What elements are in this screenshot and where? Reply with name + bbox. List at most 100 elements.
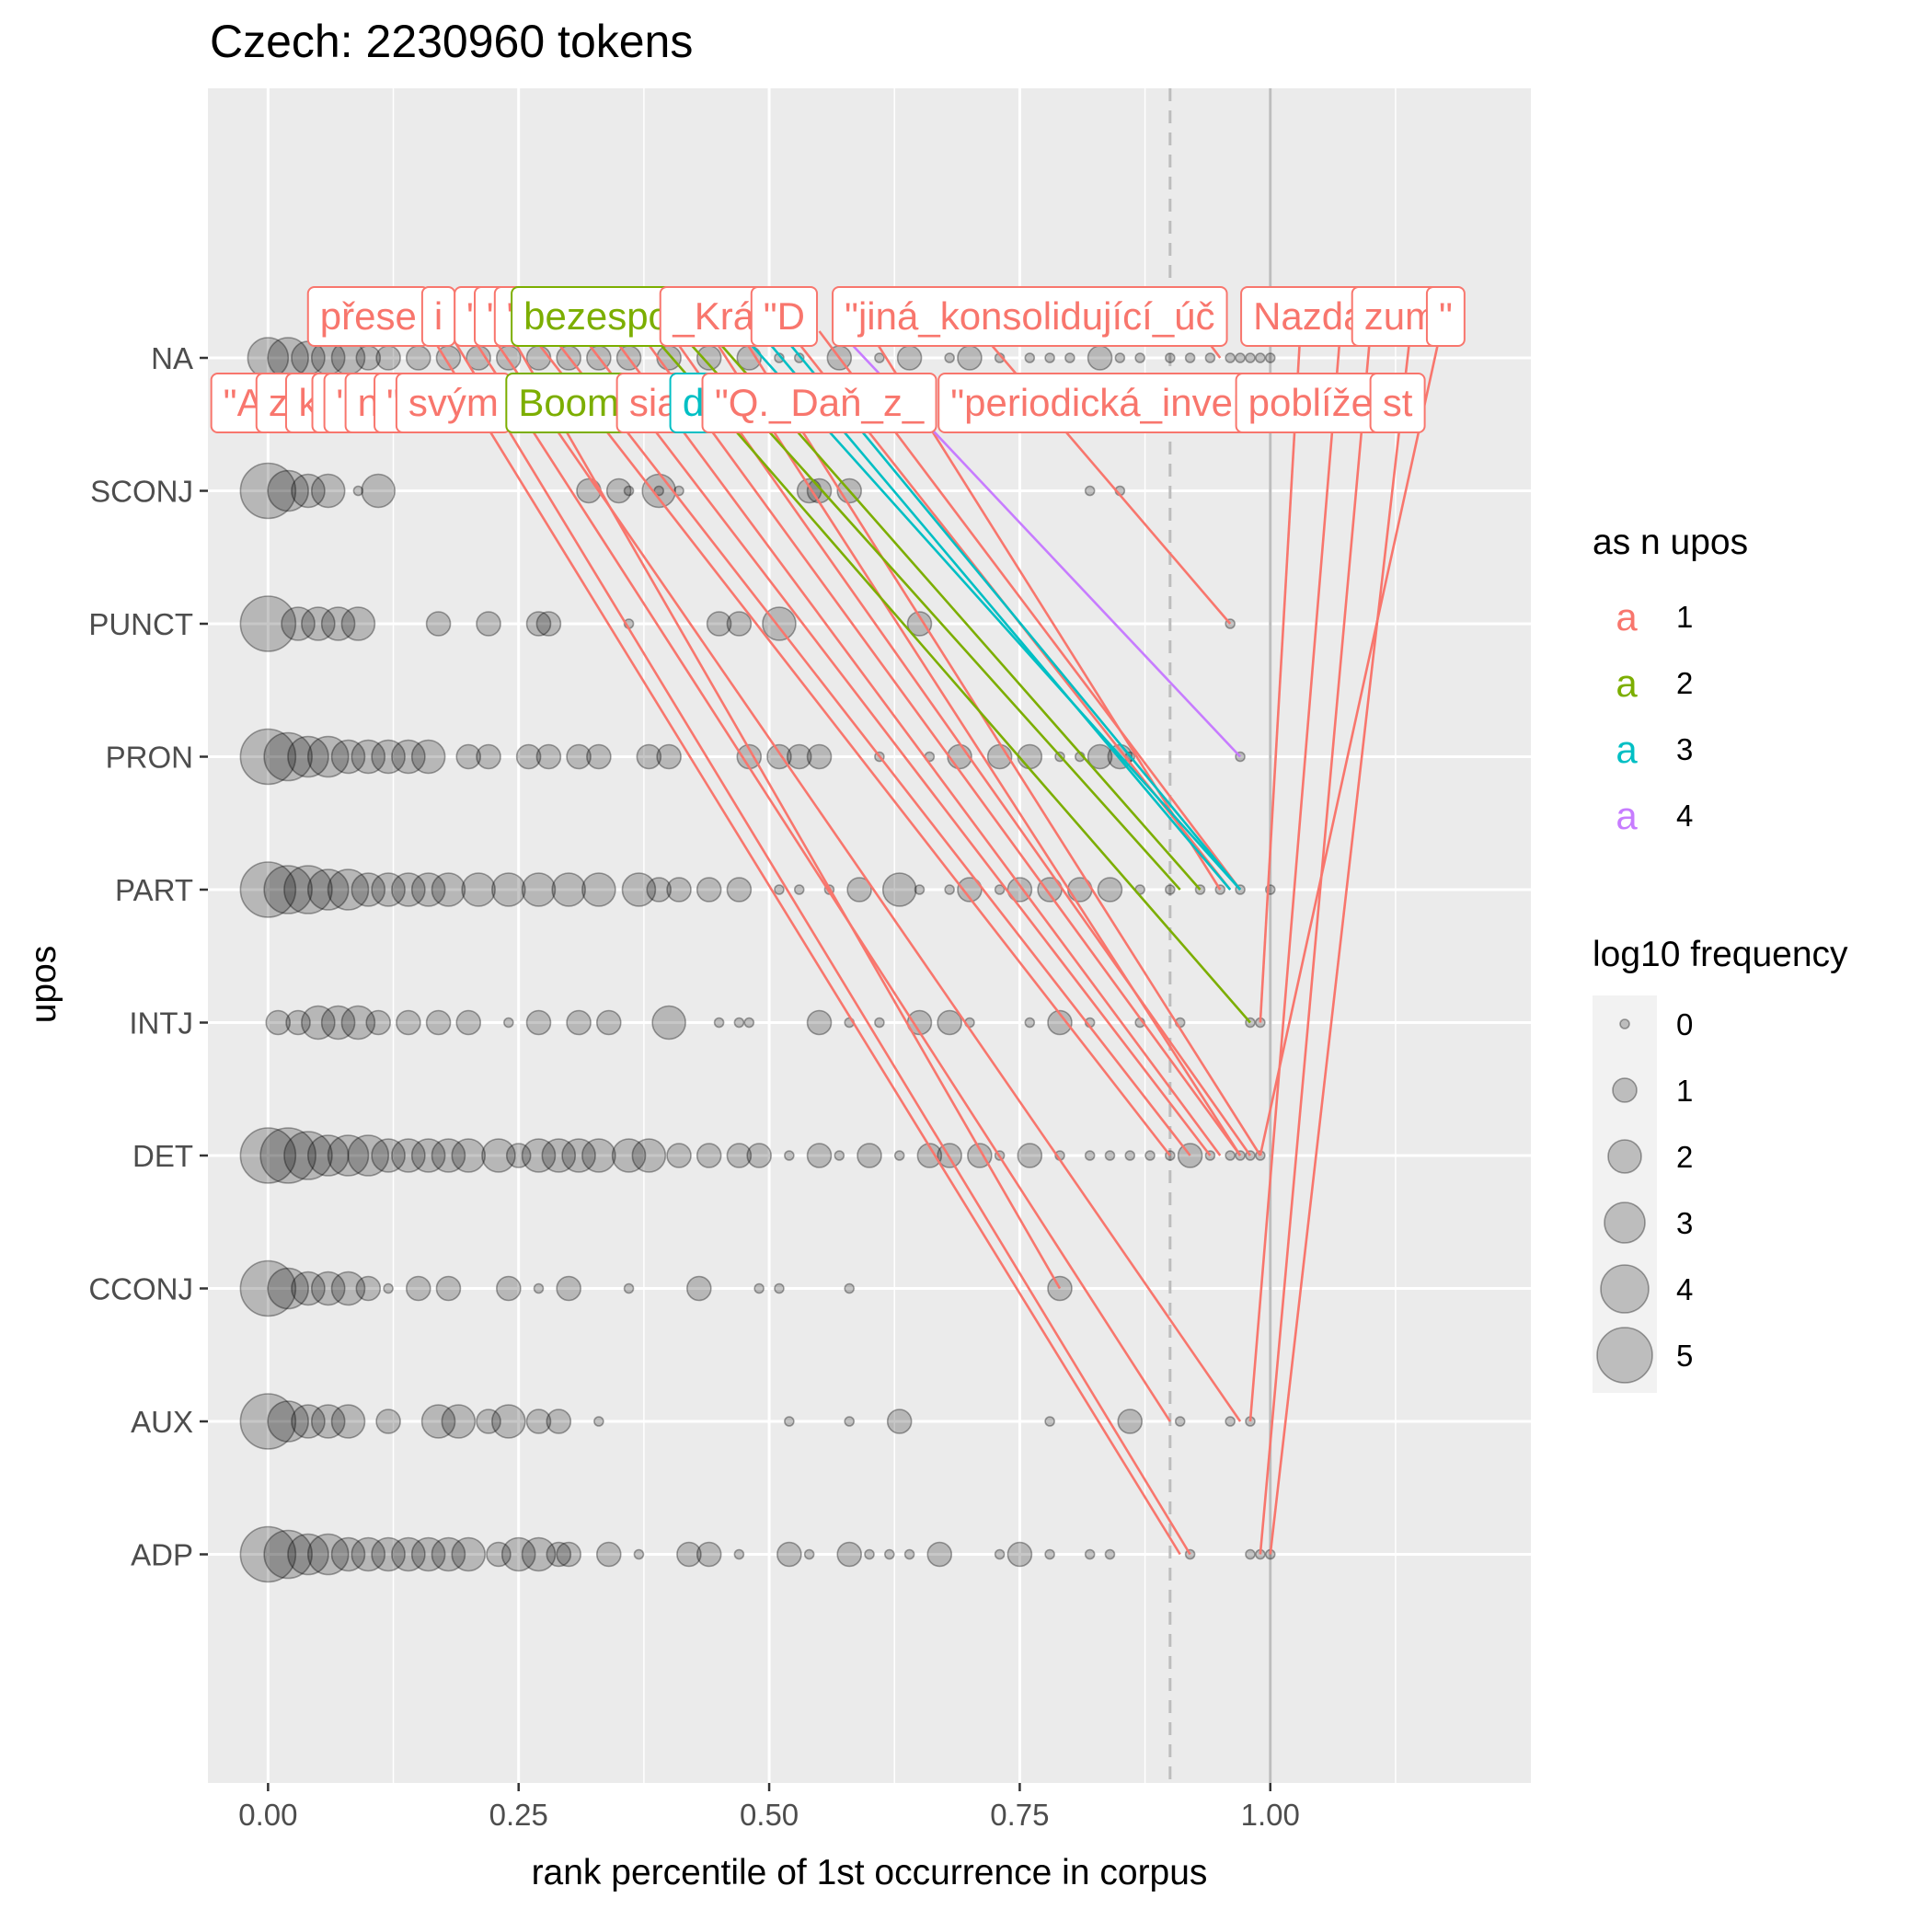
data-point bbox=[306, 868, 350, 911]
data-point bbox=[521, 872, 557, 907]
data-point bbox=[806, 1143, 833, 1168]
label-box: _Krát bbox=[659, 286, 779, 347]
data-point bbox=[881, 872, 917, 907]
connector-line bbox=[1248, 330, 1342, 1422]
connector-line bbox=[427, 330, 1181, 1556]
data-point bbox=[521, 1536, 557, 1572]
connector-line bbox=[1259, 330, 1302, 1023]
data-point bbox=[1084, 1150, 1096, 1161]
data-point bbox=[651, 1005, 686, 1041]
data-point bbox=[957, 877, 983, 903]
connector-line bbox=[547, 330, 1191, 1156]
legend-key-glyph: a bbox=[1616, 595, 1638, 638]
data-point bbox=[726, 1143, 753, 1168]
data-point bbox=[893, 1150, 905, 1161]
data-point bbox=[1124, 1150, 1136, 1161]
data-point bbox=[410, 739, 446, 775]
size-legend-key bbox=[1612, 1077, 1638, 1103]
label-box: " bbox=[1425, 286, 1466, 347]
data-point bbox=[391, 1138, 426, 1173]
data-point bbox=[546, 1409, 572, 1434]
data-point bbox=[1084, 485, 1096, 497]
data-point bbox=[267, 469, 309, 512]
data-point bbox=[1104, 1548, 1116, 1560]
data-point bbox=[1225, 1416, 1236, 1427]
data-point bbox=[1064, 352, 1075, 363]
data-point bbox=[566, 1009, 592, 1036]
data-point bbox=[371, 739, 406, 775]
label-box: "jiná_konsolidující_úč bbox=[832, 286, 1228, 347]
label-box-frame bbox=[750, 286, 819, 347]
x-tick-label: 0.75 bbox=[990, 1798, 1049, 1832]
data-point bbox=[476, 743, 501, 770]
data-point bbox=[425, 611, 452, 637]
data-point bbox=[239, 728, 297, 786]
data-point bbox=[283, 1131, 333, 1180]
data-point bbox=[435, 1275, 462, 1302]
data-point bbox=[291, 1271, 326, 1306]
data-point bbox=[1245, 1548, 1256, 1560]
x-tick-label: 1.00 bbox=[1241, 1798, 1300, 1832]
data-point bbox=[239, 1127, 297, 1184]
data-point bbox=[556, 1275, 581, 1302]
data-point bbox=[1044, 1548, 1055, 1560]
connector-line bbox=[648, 330, 1251, 1024]
data-point bbox=[263, 1529, 313, 1580]
data-point bbox=[1114, 352, 1126, 363]
data-point bbox=[441, 1404, 477, 1439]
data-point bbox=[301, 1005, 336, 1041]
x-axis: 0.00 0.25 0.50 0.75 1.00 bbox=[238, 1783, 1300, 1832]
data-point bbox=[451, 1536, 487, 1572]
data-point bbox=[281, 606, 316, 641]
data-point bbox=[396, 1009, 421, 1036]
data-point bbox=[1024, 352, 1036, 363]
connector-line bbox=[668, 330, 1252, 1156]
connector-line bbox=[1269, 330, 1412, 1555]
data-point bbox=[361, 473, 396, 509]
x-tick-label: 0.50 bbox=[740, 1798, 799, 1832]
data-point bbox=[320, 1005, 356, 1041]
data-point bbox=[937, 1009, 962, 1036]
data-point bbox=[391, 1536, 426, 1572]
data-point bbox=[310, 1404, 346, 1439]
data-point bbox=[957, 345, 983, 371]
legend-key-glyph: a bbox=[1616, 794, 1638, 837]
data-point bbox=[836, 1541, 863, 1568]
data-point bbox=[706, 611, 732, 637]
size-legend-label: 2 bbox=[1676, 1140, 1693, 1174]
data-point bbox=[621, 872, 657, 907]
size-legend-key bbox=[1604, 1202, 1646, 1244]
data-point bbox=[505, 1143, 532, 1168]
data-point bbox=[327, 1134, 370, 1177]
data-point bbox=[623, 1282, 635, 1294]
data-point bbox=[461, 872, 496, 907]
size-legend-label: 1 bbox=[1676, 1074, 1693, 1108]
label-text: st bbox=[1383, 381, 1413, 424]
data-point bbox=[1044, 352, 1055, 363]
data-point bbox=[556, 1541, 581, 1568]
data-point bbox=[1225, 352, 1236, 363]
data-point bbox=[803, 1548, 815, 1560]
data-point bbox=[291, 473, 326, 509]
data-point bbox=[405, 345, 431, 371]
data-point bbox=[896, 345, 923, 371]
data-point bbox=[330, 739, 366, 775]
data-point bbox=[595, 1009, 622, 1036]
y-tick-label: NA bbox=[151, 341, 193, 375]
data-point bbox=[733, 1548, 745, 1560]
data-point bbox=[1047, 1009, 1073, 1036]
data-point bbox=[1017, 1143, 1043, 1168]
y-tick-label: PRON bbox=[106, 741, 193, 775]
data-point bbox=[834, 1150, 845, 1161]
data-point bbox=[405, 1275, 431, 1302]
data-point bbox=[844, 1416, 856, 1427]
label-box-frame bbox=[832, 286, 1228, 347]
label-box-frame bbox=[701, 373, 937, 433]
label-box: st bbox=[1369, 373, 1426, 433]
legend-entry-label: 2 bbox=[1676, 666, 1693, 700]
connector-line bbox=[638, 330, 1242, 1156]
data-point bbox=[874, 1017, 885, 1029]
data-point bbox=[903, 1548, 915, 1560]
data-point bbox=[546, 1541, 572, 1568]
data-point bbox=[926, 1541, 953, 1568]
